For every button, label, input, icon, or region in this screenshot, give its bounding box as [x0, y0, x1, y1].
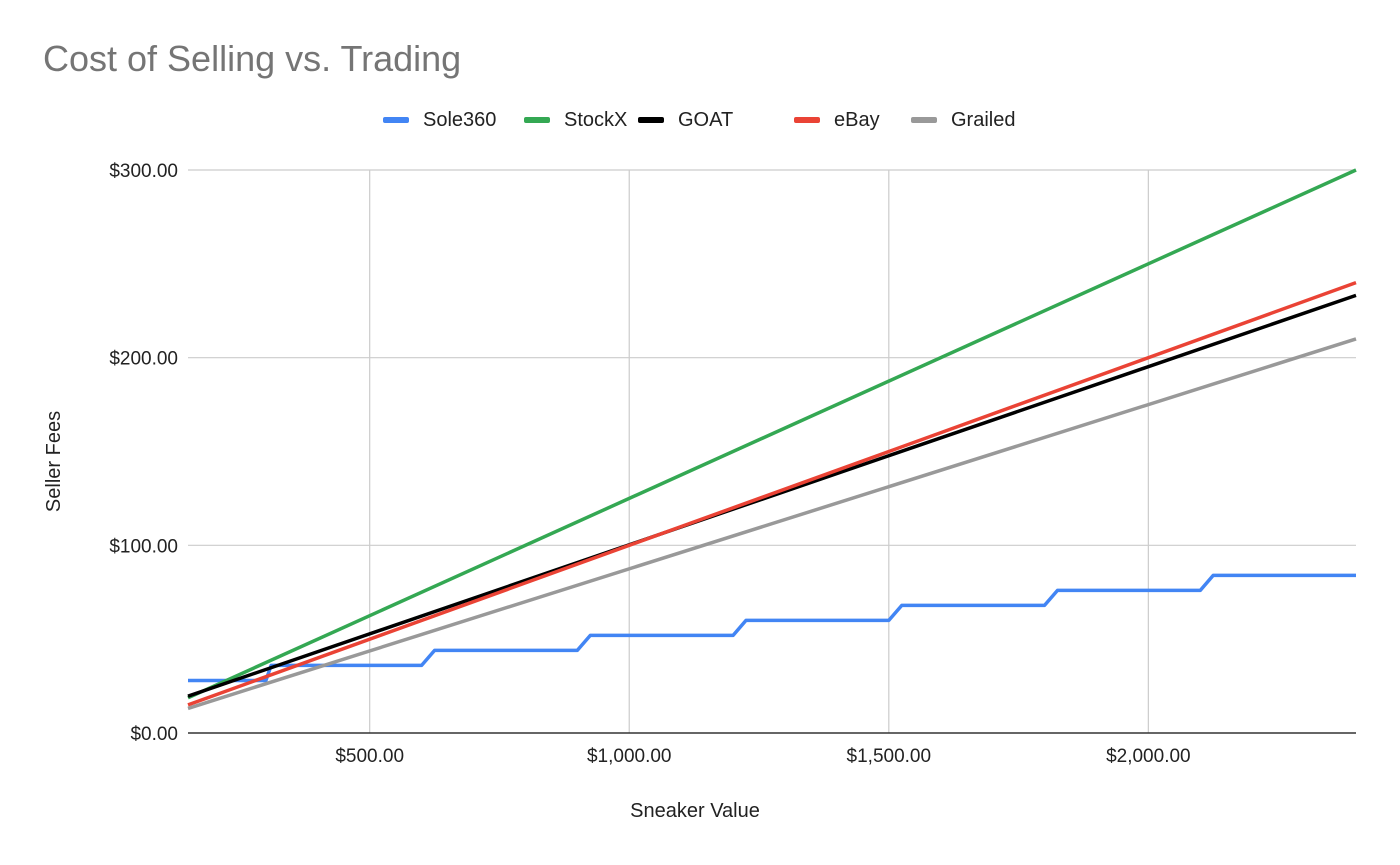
legend-label: StockX [564, 108, 628, 131]
legend-label: Sole360 [423, 108, 497, 131]
legend-item: Grailed [911, 106, 1015, 134]
legend-swatch [911, 117, 937, 123]
series-line-stockx [187, 168, 1357, 700]
series-line-grailed [187, 337, 1357, 711]
y-tick-label: $0.00 [130, 724, 178, 745]
y-axis-title: Seller Fees [43, 411, 65, 512]
series-line-goat [187, 293, 1357, 698]
y-tick-label: $300.00 [109, 161, 178, 182]
series-ebay [187, 280, 1357, 707]
legend-swatch [383, 117, 409, 123]
x-tick-label: $500.00 [335, 746, 404, 767]
series-stockx [187, 168, 1357, 700]
legend-swatch [638, 117, 664, 123]
y-tick-label: $100.00 [109, 536, 178, 557]
legend-item: StockX [524, 106, 627, 134]
legend-label: Grailed [951, 108, 1016, 131]
legend-item: eBay [794, 106, 880, 134]
legend-swatch [524, 117, 550, 123]
series-line-ebay [187, 280, 1357, 707]
x-tick-label: $1,500.00 [847, 746, 932, 767]
y-tick-label: $200.00 [109, 349, 178, 370]
legend-label: eBay [834, 108, 880, 131]
chart-title: Cost of Selling vs. Trading [43, 38, 462, 79]
legend-item: Sole360 [383, 106, 496, 134]
series-line-sole360 [188, 573, 1356, 683]
x-tick-label: $1,000.00 [587, 746, 672, 767]
legend-label: GOAT [678, 108, 734, 131]
legend-swatch [794, 117, 820, 123]
x-axis-title: Sneaker Value [630, 800, 760, 822]
legend: Sole360 StockX GOAT eBay Grailed [0, 106, 1400, 134]
x-tick-label: $2,000.00 [1106, 746, 1191, 767]
legend-item: GOAT [638, 106, 733, 134]
series-goat [187, 293, 1357, 698]
series-sole360 [188, 573, 1356, 683]
series-grailed [187, 337, 1357, 711]
